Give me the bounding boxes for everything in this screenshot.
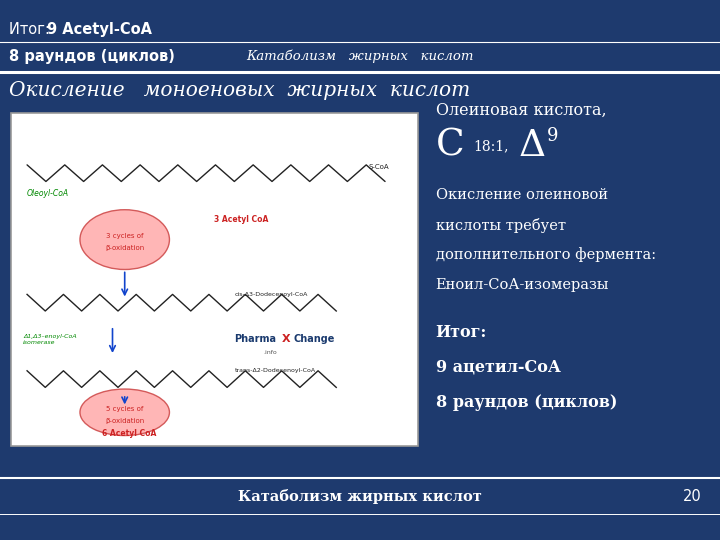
Text: Еноил-СоА-изомеразы: Еноил-СоА-изомеразы [436,278,609,292]
Text: 20: 20 [683,489,702,504]
Text: кислоты требует: кислоты требует [436,218,566,233]
Text: Pharma: Pharma [235,334,276,344]
Text: .info: .info [263,350,276,355]
Text: 9: 9 [547,127,559,145]
FancyBboxPatch shape [11,113,418,446]
Text: β-oxidation: β-oxidation [105,245,144,251]
Text: Катаболизм жирных кислот: Катаболизм жирных кислот [238,489,482,504]
Text: S-CoA: S-CoA [369,164,390,170]
Text: 3 cycles of: 3 cycles of [106,233,143,239]
Text: 9 ацетил-СоА: 9 ацетил-СоА [436,359,560,376]
Text: trans-Δ2-Dodecenoyl-CoA: trans-Δ2-Dodecenoyl-CoA [235,368,315,373]
Text: 8 раундов (циклов): 8 раундов (циклов) [436,394,617,411]
Ellipse shape [80,389,169,436]
Text: Δ1,Δ3–enoyl-CoA
isomerase: Δ1,Δ3–enoyl-CoA isomerase [23,334,76,345]
Text: Итог:: Итог: [9,22,55,37]
Text: 8 раундов (циклов): 8 раундов (циклов) [9,49,175,64]
Text: Окисление   моноеновых  жирных  кислот: Окисление моноеновых жирных кислот [9,81,471,100]
Text: 3 Acetyl CoA: 3 Acetyl CoA [215,215,269,224]
Text: 18:1,: 18:1, [473,139,508,153]
Text: Итог:: Итог: [436,323,487,341]
Text: дополнительного фермента:: дополнительного фермента: [436,247,656,262]
Text: Олеиновая кислота,: Олеиновая кислота, [436,102,606,119]
Text: β-oxidation: β-oxidation [105,417,144,423]
Text: Oleoyl-CoA: Oleoyl-CoA [27,188,69,198]
Text: X: X [282,334,290,344]
Text: С: С [436,128,464,164]
Ellipse shape [80,210,169,269]
Text: Change: Change [294,334,335,344]
Text: 5 cycles of: 5 cycles of [106,406,143,412]
Text: cis-Δ3-Dodecenoyl-CoA: cis-Δ3-Dodecenoyl-CoA [235,292,308,297]
Text: Δ: Δ [518,128,546,164]
Text: Катаболизм   жирных   кислот: Катаболизм жирных кислот [246,50,474,63]
Text: 9 Acetyl-CoA: 9 Acetyl-CoA [47,22,152,37]
Text: 6 Acetyl CoA: 6 Acetyl CoA [102,429,156,438]
Text: Окисление олеиновой: Окисление олеиновой [436,188,608,202]
